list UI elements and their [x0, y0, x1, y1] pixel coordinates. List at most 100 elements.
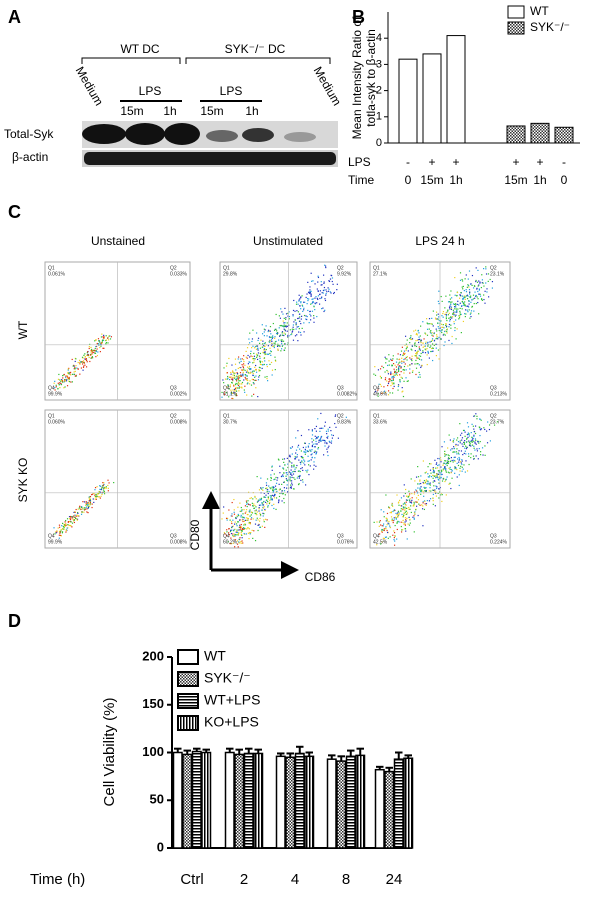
event-dot: [455, 306, 457, 308]
event-dot: [398, 366, 400, 368]
event-dot: [297, 446, 299, 448]
event-dot: [284, 329, 286, 331]
event-dot: [409, 498, 411, 500]
event-dot: [393, 382, 395, 384]
x-tick-label: 2: [240, 871, 248, 888]
event-dot: [58, 530, 61, 532]
event-dot: [391, 504, 393, 506]
event-dot: [282, 467, 284, 469]
event-dot: [424, 348, 426, 350]
event-dot: [409, 337, 411, 340]
event-dot: [446, 330, 448, 333]
event-dot: [470, 315, 472, 318]
quadrant-percent: 0.060%: [48, 419, 66, 425]
event-dot: [420, 325, 422, 327]
event-dot: [292, 309, 295, 312]
event-dot: [103, 336, 105, 338]
event-dot: [420, 339, 422, 341]
y-tick-label: 1: [376, 111, 382, 123]
bracket: [81, 57, 181, 64]
event-dot: [266, 503, 268, 505]
event-dot: [456, 439, 458, 441]
event-dot: [287, 463, 289, 465]
event-dot: [396, 538, 398, 540]
event-dot: [398, 367, 400, 369]
event-dot: [445, 471, 448, 473]
event-dot: [403, 368, 405, 371]
event-dot: [237, 533, 239, 535]
event-dot: [243, 520, 246, 522]
event-dot: [440, 466, 442, 468]
event-dot: [264, 360, 266, 362]
event-dot: [317, 275, 319, 277]
event-dot: [329, 426, 331, 429]
event-dot: [399, 365, 401, 367]
event-dot: [324, 425, 326, 427]
panel-label: D: [8, 611, 21, 631]
event-dot: [288, 460, 290, 462]
event-dot: [423, 345, 425, 347]
event-dot: [476, 418, 478, 420]
event-dot: [413, 503, 415, 505]
event-dot: [55, 384, 57, 386]
event-dot: [431, 343, 434, 345]
event-dot: [298, 483, 300, 485]
event-dot: [240, 366, 242, 369]
event-dot: [454, 276, 456, 279]
event-dot: [411, 371, 414, 373]
event-dot: [409, 368, 411, 370]
event-dot: [257, 500, 259, 503]
event-dot: [255, 375, 257, 377]
bar: [234, 753, 245, 849]
event-dot: [292, 324, 295, 326]
event-dot: [241, 364, 243, 366]
event-dot: [444, 341, 446, 343]
event-dot: [419, 338, 421, 341]
event-dot: [89, 501, 91, 504]
event-dot: [411, 499, 413, 501]
event-dot: [453, 311, 455, 313]
event-dot: [311, 438, 313, 440]
event-dot: [249, 372, 252, 374]
event-dot: [412, 505, 414, 507]
event-dot: [393, 539, 395, 541]
event-dot: [228, 388, 230, 390]
event-dot: [277, 458, 280, 460]
event-dot: [450, 324, 452, 326]
event-dot: [402, 521, 404, 524]
event-dot: [401, 357, 403, 359]
event-dot: [274, 337, 276, 339]
event-dot: [432, 335, 434, 337]
event-dot: [466, 441, 468, 443]
event-dot: [77, 511, 79, 514]
event-dot: [404, 509, 406, 511]
event-dot: [71, 526, 73, 528]
event-dot: [282, 468, 285, 470]
event-dot: [246, 517, 248, 519]
event-dot: [404, 492, 407, 495]
event-dot: [241, 386, 243, 388]
event-dot: [471, 436, 473, 438]
event-dot: [276, 330, 278, 332]
event-dot: [61, 528, 64, 530]
event-dot: [421, 365, 423, 367]
event-dot: [385, 391, 387, 394]
y-tick-label: 0: [376, 137, 382, 149]
event-dot: [390, 512, 392, 514]
event-dot: [475, 413, 477, 415]
y-axis-label: totla-syk to β-actin: [364, 29, 378, 127]
event-dot: [419, 340, 422, 342]
row-value: 0: [405, 173, 412, 187]
event-dot: [319, 439, 321, 441]
event-dot: [252, 372, 254, 375]
event-dot: [249, 332, 251, 334]
event-dot: [326, 442, 328, 444]
event-dot: [68, 371, 70, 374]
event-dot: [89, 343, 91, 346]
event-dot: [63, 526, 65, 529]
event-dot: [286, 457, 288, 459]
event-dot: [426, 322, 428, 324]
event-dot: [301, 304, 303, 306]
event-dot: [97, 496, 99, 498]
event-dot: [436, 330, 438, 332]
